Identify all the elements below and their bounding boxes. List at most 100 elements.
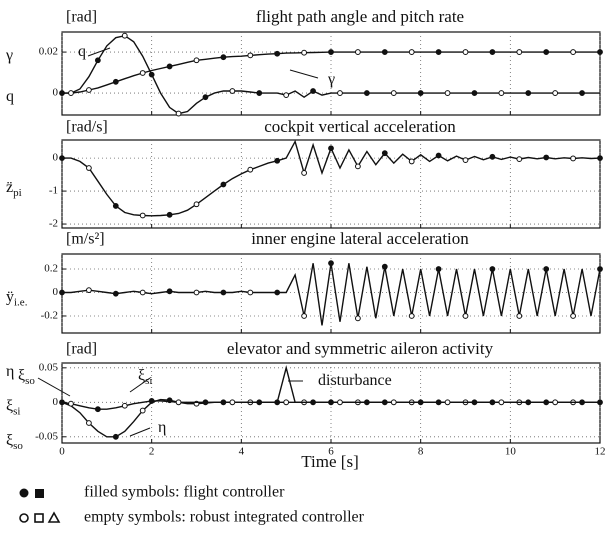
leader-line <box>87 47 111 57</box>
annotation: ξso <box>18 367 35 387</box>
series-marker <box>355 163 361 170</box>
series-marker <box>86 287 92 294</box>
y-axis-label-sub: so <box>13 439 23 451</box>
series-marker <box>247 166 254 173</box>
series-marker <box>516 313 523 319</box>
series-marker <box>390 90 397 96</box>
annotation: γ <box>327 71 335 88</box>
series-marker <box>597 155 603 162</box>
y-tick-label: -1 <box>49 185 58 197</box>
x-tick-label: 4 <box>239 446 245 458</box>
series-marker <box>525 90 532 96</box>
series-marker <box>193 57 200 64</box>
annotation: ξsi <box>138 367 152 387</box>
series-marker <box>283 399 290 406</box>
series-marker <box>390 399 397 406</box>
series-marker <box>552 90 559 96</box>
series-marker <box>247 289 254 296</box>
series-marker <box>570 313 576 319</box>
series-marker <box>86 420 92 426</box>
annotation-main: γ <box>327 71 335 88</box>
series-marker <box>112 78 119 85</box>
series-marker <box>489 49 496 55</box>
series-marker <box>59 289 65 296</box>
series-marker <box>166 63 173 70</box>
series-marker <box>139 70 146 76</box>
y-tick-label: 0.05 <box>39 361 59 373</box>
series-marker <box>94 406 101 413</box>
y-tick-label: 0 <box>53 87 59 99</box>
annotation: disturbance <box>318 372 392 389</box>
series-marker <box>543 154 550 161</box>
series-marker <box>435 266 442 272</box>
series-marker <box>525 399 532 406</box>
leader-line <box>289 69 319 79</box>
series-marker <box>408 313 415 319</box>
annotation-main: ξ <box>138 367 145 384</box>
y-axis-label-main: η <box>6 362 14 379</box>
series-marker <box>462 49 469 55</box>
series-marker <box>310 88 316 94</box>
series-marker <box>121 32 128 39</box>
series-marker <box>570 155 576 162</box>
chart-title: cockpit vertical acceleration <box>264 117 456 136</box>
legend-symbol <box>34 513 44 523</box>
y-axis-label-main: ξ <box>6 431 13 448</box>
legend-symbol <box>35 489 44 498</box>
series-marker <box>301 313 308 319</box>
series-marker <box>68 400 74 407</box>
series-marker <box>112 433 119 440</box>
y-tick-label: 0.02 <box>39 46 58 58</box>
y-axis-label-main: z̈ <box>6 179 13 196</box>
series-marker <box>86 165 92 171</box>
series-marker <box>552 399 559 406</box>
y-axis-label-main: ξ <box>6 397 13 414</box>
series-marker <box>435 152 442 159</box>
series-marker <box>417 90 424 96</box>
series-marker <box>175 110 182 117</box>
x-axis-label: Time [s] <box>301 452 358 471</box>
series-marker <box>202 94 209 101</box>
x-tick-label: 6 <box>328 446 334 458</box>
leader-line <box>129 427 151 437</box>
series-marker <box>363 399 370 406</box>
series-marker <box>193 201 200 208</box>
series-marker <box>86 87 92 93</box>
axis-unit: [rad/s] <box>66 119 108 136</box>
series-marker <box>471 90 478 96</box>
series-marker <box>229 399 236 406</box>
series-marker <box>121 402 128 409</box>
series-marker <box>256 90 263 96</box>
series-marker <box>247 52 254 59</box>
series-marker <box>498 90 505 96</box>
x-tick-label: 12 <box>595 446 606 458</box>
y-axis-label: η <box>6 362 14 379</box>
y-tick-label: 0 <box>53 396 59 408</box>
y-axis-label: ξso <box>6 431 23 451</box>
legend-entry: empty symbols: robust integrated control… <box>84 509 365 526</box>
series-marker <box>256 399 263 406</box>
x-tick-label: 2 <box>149 446 155 458</box>
series-marker <box>301 49 308 56</box>
y-axis-label-sub: si <box>13 405 20 417</box>
series-marker <box>328 49 334 55</box>
series-marker <box>381 150 388 157</box>
y-tick-label: -0.2 <box>41 310 58 322</box>
y-tick-label: 0.2 <box>44 263 58 275</box>
series-marker <box>462 313 469 319</box>
series-marker <box>597 49 603 55</box>
y-tick-label: 0 <box>53 152 59 164</box>
y-axis-label-sub: pi <box>13 187 22 199</box>
series-marker <box>166 211 173 218</box>
annotation: q <box>78 43 86 60</box>
y-axis-label-sub: i.e. <box>14 296 28 308</box>
series-marker <box>112 203 119 209</box>
series-marker <box>166 288 173 295</box>
series-marker <box>355 49 361 55</box>
series-marker <box>274 50 281 57</box>
series-marker <box>337 399 343 406</box>
series-marker <box>94 57 101 64</box>
series-marker <box>139 212 146 219</box>
series-marker <box>148 71 155 78</box>
